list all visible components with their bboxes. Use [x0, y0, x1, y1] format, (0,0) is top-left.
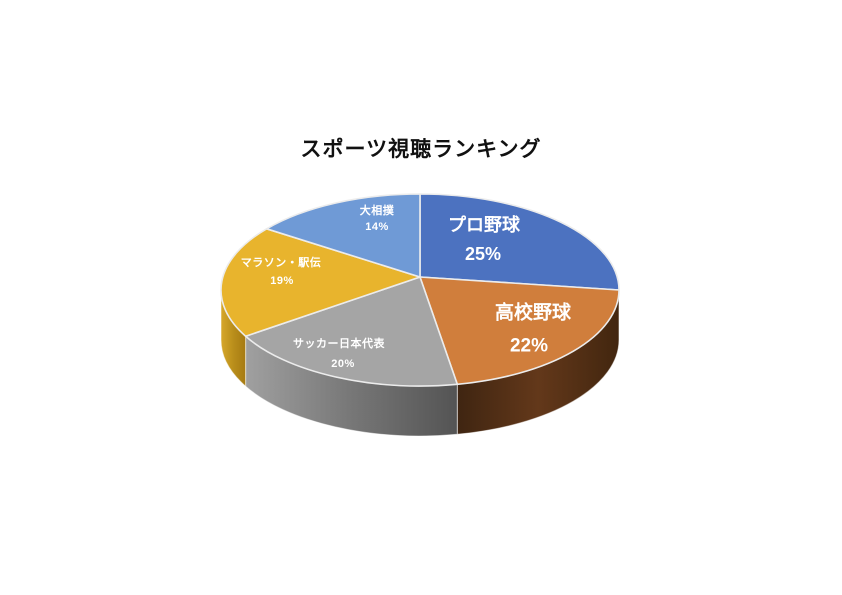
slice-label-name-1: 高校野球 — [495, 301, 572, 324]
pie-slice-4 — [265, 193, 421, 278]
pie-slice-1 — [419, 276, 620, 386]
slice-label-percent-4: 14% — [365, 221, 389, 233]
pie-slice-3 — [220, 228, 421, 338]
slice-label-percent-1: 22% — [510, 336, 548, 357]
slice-label-name-2: サッカー日本代表 — [293, 336, 385, 350]
pie-slice-labels: プロ野球 25% 高校野球 22% サッカー日本代表 20% マラソン・駅伝 1… — [241, 203, 572, 370]
slice-label-percent-0: 25% — [465, 244, 501, 264]
slice-label-percent-2: 20% — [331, 358, 355, 370]
slice-label-name-3: マラソン・駅伝 — [241, 255, 322, 269]
pie-slice-2 — [244, 276, 459, 387]
slice-label-percent-3: 19% — [270, 275, 294, 287]
pie-top-slices — [220, 193, 620, 387]
pie-slice-0 — [419, 193, 620, 291]
slice-label-name-0: プロ野球 — [448, 214, 521, 235]
slice-label-name-4: 大相撲 — [360, 203, 395, 217]
chart-title: スポーツ視聴ランキング — [300, 138, 542, 161]
